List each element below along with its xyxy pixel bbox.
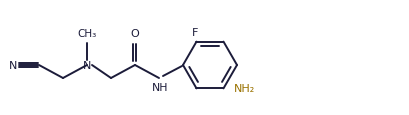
Text: N: N [83, 60, 91, 70]
Text: N: N [9, 60, 17, 70]
Text: CH₃: CH₃ [77, 29, 97, 39]
Text: NH: NH [151, 82, 168, 92]
Text: O: O [130, 29, 139, 39]
Text: F: F [192, 27, 198, 37]
Text: NH₂: NH₂ [233, 84, 254, 94]
